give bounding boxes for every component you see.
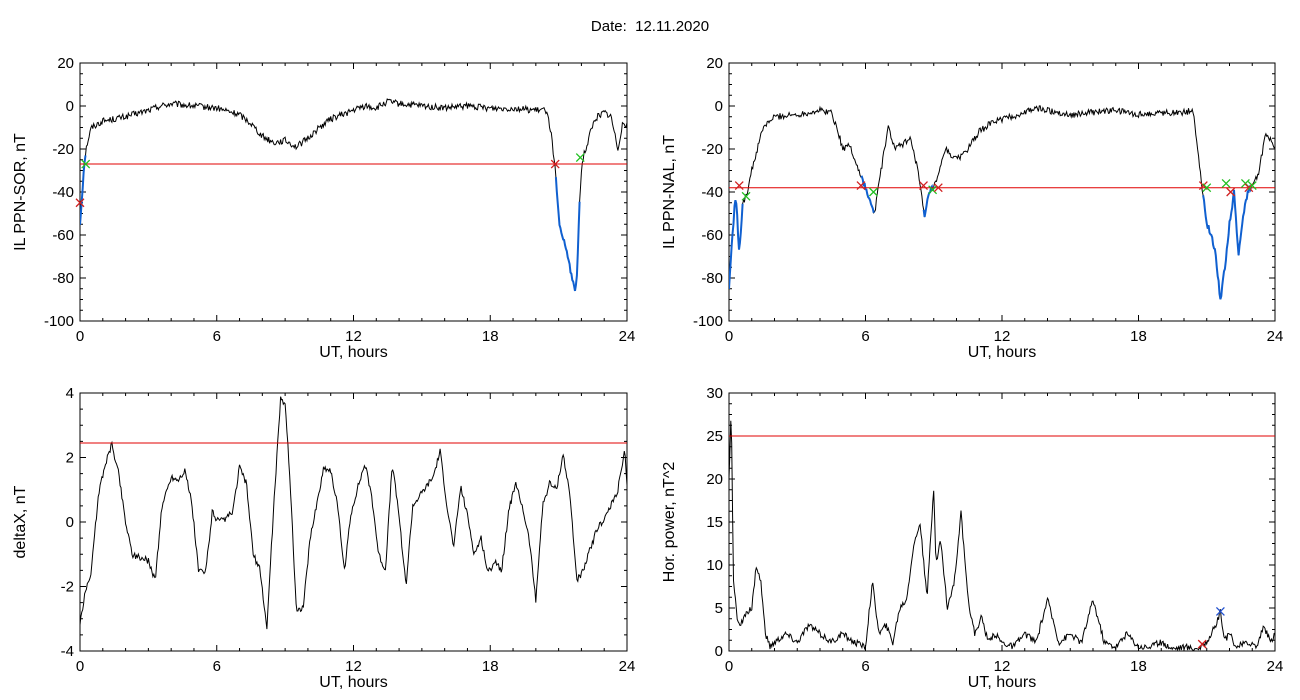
event-marker: [1215, 606, 1225, 616]
event-marker: [1197, 639, 1207, 649]
y-tick-label: 0: [715, 98, 723, 115]
y-tick-label: -60: [52, 227, 74, 244]
event-marker: [1221, 178, 1231, 188]
y-axis-label: IL PPN-NAL, nT: [661, 135, 678, 249]
plot-frame: [79, 392, 628, 652]
series-highlight: [860, 175, 875, 214]
x-axis-label: UT, hours: [968, 344, 1036, 361]
chart-panel-2: 0 6 12 18 24 -100 -80 -60 -40 -20 0 20 UT, hours IL P…: [661, 55, 1283, 361]
x-tick-label: 0: [725, 328, 733, 345]
event-marker: [75, 198, 85, 208]
y-tick-label: -60: [701, 227, 723, 244]
date-value: 12.11.2020: [635, 18, 710, 35]
event-marker: [550, 159, 560, 169]
y-tick-label: 0: [66, 98, 74, 115]
x-tick-label: 24: [1267, 328, 1284, 345]
y-tick-label: -20: [701, 141, 723, 158]
y-tick-label: 0: [715, 643, 723, 660]
y-tick-label: 5: [715, 600, 723, 617]
x-tick-label: 24: [619, 658, 636, 675]
x-tick-label: 18: [482, 658, 499, 675]
x-tick-label: 0: [725, 658, 733, 675]
y-tick-label: 20: [57, 55, 74, 72]
event-marker: [856, 181, 866, 191]
y-axis-label: Hor. power, nT^2: [661, 462, 678, 583]
plot-frame: [728, 392, 1276, 652]
x-axis-label: UT, hours: [319, 674, 387, 691]
y-tick-label: -80: [52, 270, 74, 287]
y-axis-label: deltaX, nT: [12, 485, 29, 558]
x-tick-label: 0: [76, 328, 84, 345]
event-marker: [734, 181, 744, 191]
x-tick-label: 6: [861, 328, 869, 345]
plot-frame: [728, 62, 1276, 322]
event-marker: [1202, 183, 1212, 193]
x-tick-label: 6: [213, 328, 221, 345]
x-tick-label: 0: [76, 658, 84, 675]
y-tick-label: -2: [61, 579, 74, 596]
x-tick-label: 12: [345, 658, 362, 675]
y-tick-label: 20: [706, 471, 723, 488]
y-tick-label: 15: [706, 514, 723, 531]
y-tick-label: -4: [61, 643, 74, 660]
y-tick-label: 20: [706, 55, 723, 72]
y-tick-label: 2: [66, 450, 74, 467]
x-tick-label: 18: [482, 328, 499, 345]
series-highlight: [554, 177, 581, 292]
plot-frame: [79, 62, 628, 322]
x-tick-label: 18: [1130, 328, 1147, 345]
event-marker: [741, 191, 751, 201]
x-axis-label: UT, hours: [968, 674, 1036, 691]
date-title: Date: 12.11.2020: [0, 18, 1300, 35]
event-marker: [919, 181, 928, 191]
y-tick-label: -80: [701, 270, 723, 287]
x-axis-label: UT, hours: [319, 344, 387, 361]
y-tick-label: 10: [706, 557, 723, 574]
x-tick-label: 6: [213, 658, 221, 675]
chart-panel-4: 0 6 12 18 24 0 5 10 15 20 25 30 UT, hours Hor. power,…: [661, 385, 1283, 691]
y-tick-label: -100: [44, 313, 74, 330]
event-marker: [1226, 187, 1236, 197]
series-highlight: [80, 155, 87, 225]
x-tick-label: 12: [345, 328, 362, 345]
event-marker: [1247, 181, 1257, 191]
series-line: [729, 420, 1275, 651]
chart-panel-1: 0 6 12 18 24 -100 -80 -60 -40 -20 0 20 UT, hours IL P…: [12, 55, 635, 361]
event-marker: [81, 159, 91, 169]
x-tick-label: 24: [1267, 658, 1284, 675]
event-marker: [575, 153, 585, 163]
x-tick-label: 6: [861, 658, 869, 675]
x-tick-label: 12: [994, 328, 1011, 345]
series-line: [80, 98, 627, 291]
event-marker: [928, 185, 938, 195]
y-tick-label: 25: [706, 428, 723, 445]
y-tick-label: -40: [701, 184, 723, 201]
x-tick-label: 18: [1130, 658, 1147, 675]
series-line: [729, 105, 1275, 300]
y-tick-label: 4: [66, 385, 74, 402]
x-tick-label: 24: [619, 328, 636, 345]
y-tick-label: 0: [66, 514, 74, 531]
y-tick-label: -20: [52, 141, 74, 158]
y-tick-label: -40: [52, 184, 74, 201]
y-tick-label: 30: [706, 385, 723, 402]
series-line: [80, 396, 627, 630]
series-highlight: [729, 199, 744, 289]
series-highlight: [1202, 183, 1253, 300]
y-tick-label: -100: [693, 313, 723, 330]
y-axis-label: IL PPN-SOR, nT: [12, 133, 29, 251]
event-marker: [869, 187, 878, 197]
event-marker: [933, 183, 943, 193]
x-tick-label: 12: [994, 658, 1011, 675]
date-label: Date:: [590, 18, 627, 35]
